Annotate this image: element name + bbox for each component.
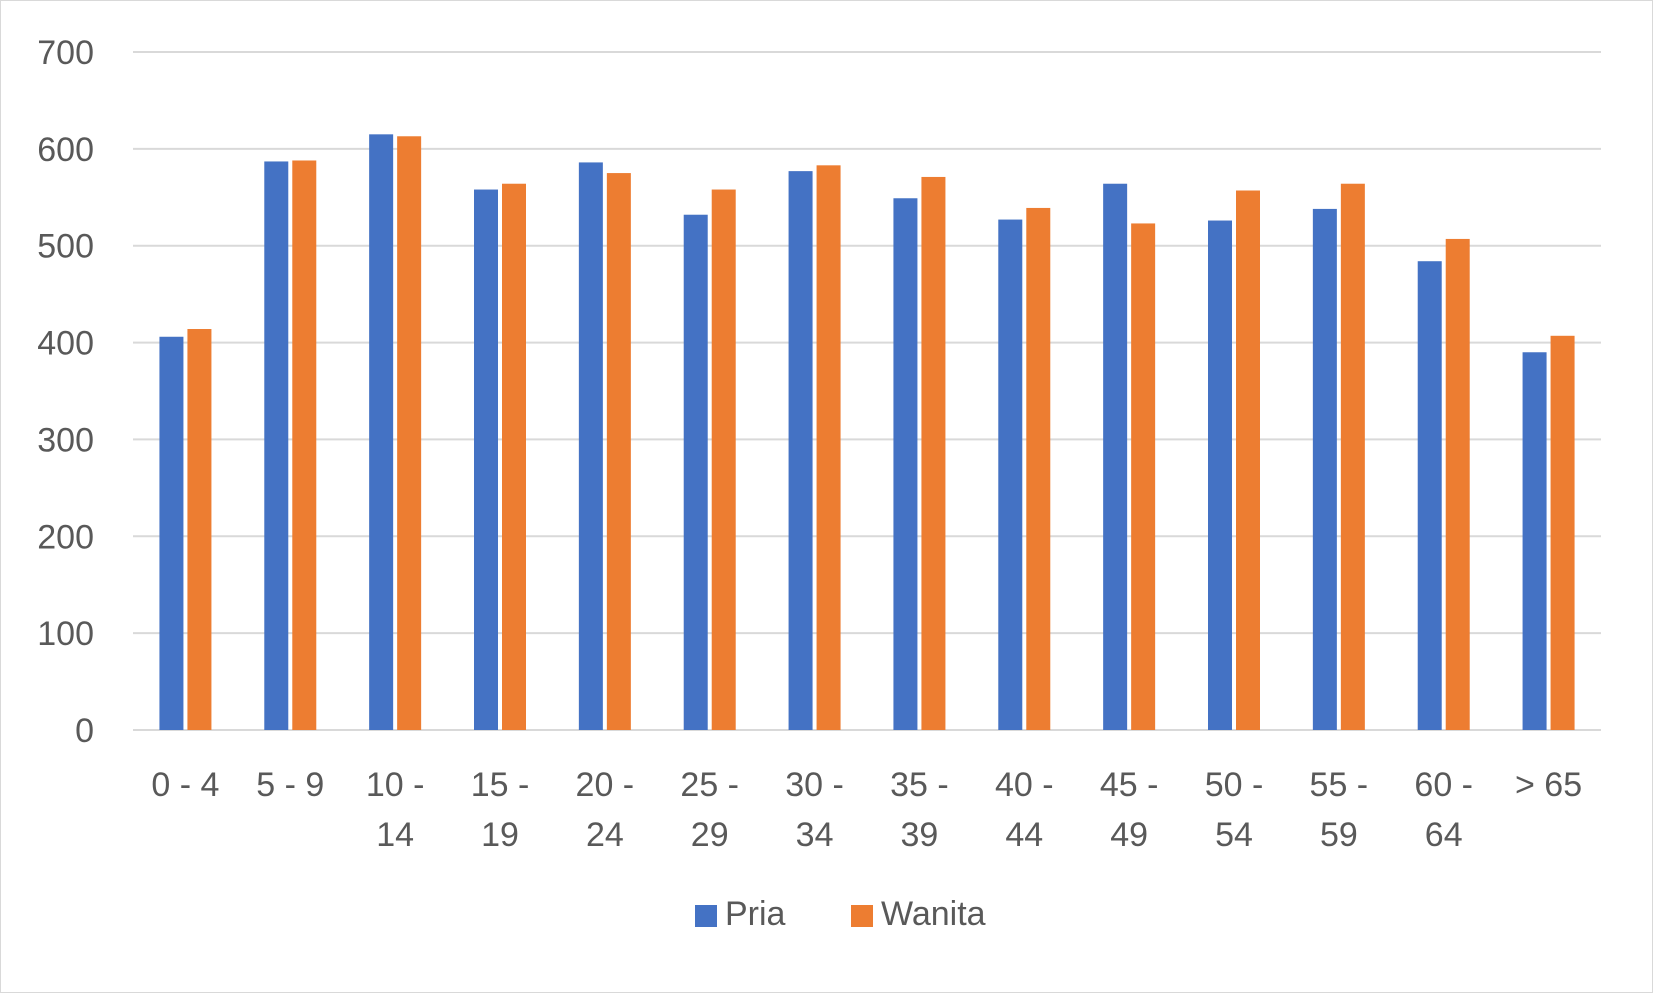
bar-wanita-12 xyxy=(1445,238,1470,731)
x-category-label-9-0: 45 - xyxy=(1100,766,1159,804)
x-category-label-10-1: 54 xyxy=(1215,816,1253,854)
bar-wanita-3 xyxy=(502,183,526,730)
y-tick-label-600: 600 xyxy=(37,131,94,169)
bar-wanita-6 xyxy=(816,165,841,730)
y-tick-label-300: 300 xyxy=(37,421,94,459)
bar-wanita-10 xyxy=(1236,190,1260,730)
bar-pria-7 xyxy=(893,198,918,731)
x-category-label-13-0: > 65 xyxy=(1515,766,1582,804)
bar-wanita-2 xyxy=(397,136,422,730)
bar-wanita-7 xyxy=(921,176,946,731)
x-category-label-7-1: 39 xyxy=(901,816,939,854)
x-category-label-0-0: 0 - 4 xyxy=(151,766,219,804)
x-category-label-7-0: 35 - xyxy=(890,766,949,804)
x-axis-category-labels: 0 - 4 5 - 9 10 - 14 15 - 19 20 - 24 25 - 29 30 - 34… xyxy=(151,766,1582,854)
bar-pria-5 xyxy=(683,214,708,731)
y-tick-label-400: 400 xyxy=(37,325,94,363)
y-tick-label-0: 0 xyxy=(75,712,94,750)
x-category-label-2-0: 10 - xyxy=(366,766,425,804)
y-tick-label-100: 100 xyxy=(37,615,94,653)
x-category-label-6-0: 30 - xyxy=(785,766,844,804)
bar-pria-4 xyxy=(578,162,603,731)
x-category-label-8-0: 40 - xyxy=(995,766,1054,804)
x-category-label-12-1: 64 xyxy=(1425,816,1463,854)
legend: Pria Wanita xyxy=(695,895,986,933)
x-category-label-3-0: 15 - xyxy=(471,766,530,804)
bar-pria-13 xyxy=(1522,352,1547,730)
bar-pria-0 xyxy=(159,336,184,730)
x-category-label-4-0: 20 - xyxy=(576,766,635,804)
bar-pria-2 xyxy=(369,134,394,731)
bar-pria-8 xyxy=(998,219,1023,730)
x-category-label-11-0: 55 - xyxy=(1310,766,1369,804)
legend-label-pria: Pria xyxy=(725,895,786,933)
x-category-label-5-1: 29 xyxy=(691,816,729,854)
bar-wanita-5 xyxy=(711,189,736,731)
y-tick-label-500: 500 xyxy=(37,228,94,266)
x-category-label-3-1: 19 xyxy=(481,816,519,854)
gridlines xyxy=(133,51,1601,731)
bar-pria-1 xyxy=(264,161,289,730)
bar-pria-11 xyxy=(1312,208,1337,730)
y-tick-label-700: 700 xyxy=(37,34,94,72)
x-category-label-8-1: 44 xyxy=(1005,816,1043,854)
x-category-label-11-1: 59 xyxy=(1320,816,1358,854)
x-category-label-6-1: 34 xyxy=(796,816,834,854)
legend-label-wanita: Wanita xyxy=(881,895,986,933)
bar-wanita-13 xyxy=(1550,335,1575,730)
legend-swatch-pria xyxy=(695,905,717,927)
bar-wanita-8 xyxy=(1026,207,1051,730)
y-axis-tick-labels: 0 100 200 300 400 500 600 700 xyxy=(37,34,94,750)
bar-pria-9 xyxy=(1103,183,1128,730)
x-category-label-2-1: 14 xyxy=(376,816,414,854)
x-category-label-1-0: 5 - 9 xyxy=(256,766,324,804)
y-tick-label-200: 200 xyxy=(37,518,94,556)
legend-swatch-wanita xyxy=(851,905,873,927)
x-category-label-4-1: 24 xyxy=(586,816,624,854)
bar-wanita-9 xyxy=(1131,223,1156,731)
bar-wanita-0 xyxy=(187,329,212,730)
bar-wanita-4 xyxy=(606,173,631,731)
bar-wanita-1 xyxy=(292,160,317,731)
bar-pria-6 xyxy=(788,171,813,731)
x-category-label-5-0: 25 - xyxy=(680,766,739,804)
x-category-label-9-1: 49 xyxy=(1110,816,1148,854)
bars xyxy=(159,134,1575,731)
bar-pria-10 xyxy=(1208,220,1232,730)
bar-pria-3 xyxy=(474,189,498,731)
x-category-label-10-0: 50 - xyxy=(1205,766,1264,804)
bar-wanita-11 xyxy=(1340,183,1365,730)
bar-pria-12 xyxy=(1417,261,1442,730)
x-category-label-12-0: 60 - xyxy=(1414,766,1473,804)
